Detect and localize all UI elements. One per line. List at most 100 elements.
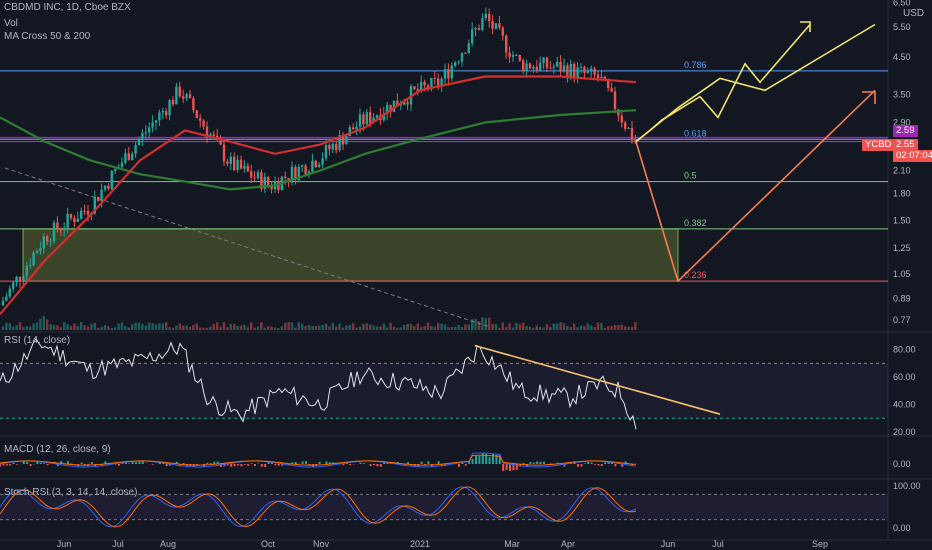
volume-bar — [362, 323, 365, 330]
volume-bar — [185, 325, 188, 330]
candle-body — [267, 177, 270, 186]
macd-histogram-bar — [216, 461, 219, 464]
volume-bar — [365, 323, 368, 330]
macd-histogram-bar — [124, 461, 127, 464]
volume-bar — [246, 327, 249, 330]
volume-bar — [471, 318, 474, 330]
volume-bar — [205, 327, 209, 330]
volume-bar — [505, 327, 508, 330]
volume-bar — [610, 326, 613, 330]
candle-body — [154, 120, 158, 123]
candle-body — [634, 140, 637, 143]
volume-bar — [586, 323, 589, 330]
candle-body — [552, 66, 555, 68]
volume-bar — [617, 325, 620, 330]
ma200-line — [0, 109, 637, 191]
volume-bar — [423, 325, 426, 330]
volume-bar — [624, 326, 627, 330]
candle-body — [270, 185, 273, 190]
volume-bar — [290, 322, 294, 330]
rsi-legend[interactable]: RSI (14, close) — [4, 335, 71, 346]
projection-path — [635, 89, 876, 283]
candle-body — [233, 156, 236, 170]
volume-bar — [522, 322, 525, 330]
candle-body — [630, 127, 634, 141]
macd-histogram-bar — [277, 464, 280, 466]
candle-body — [491, 21, 494, 29]
candle-body — [212, 134, 215, 136]
volume-bar — [59, 327, 62, 330]
candle-body — [607, 78, 610, 89]
candle-body — [15, 276, 18, 283]
volume-bar — [511, 327, 515, 330]
volume-bar — [273, 327, 277, 330]
macd-histogram-bar — [403, 464, 406, 466]
macd-histogram-bar — [16, 464, 18, 465]
candle-body — [539, 62, 542, 71]
signal-line — [0, 454, 636, 466]
volume-bar — [1, 326, 5, 330]
time-tick-label: Sep — [812, 539, 828, 549]
volume-bar — [25, 326, 28, 330]
candle-body — [182, 96, 185, 99]
candle-body — [627, 127, 630, 129]
macd-histogram-bar — [590, 462, 593, 464]
volume-bar — [49, 324, 52, 330]
macd-histogram-bar — [128, 463, 131, 464]
volume-bar — [372, 325, 375, 330]
candle-body — [202, 120, 205, 127]
candle-body — [222, 144, 226, 162]
symbol-legend[interactable]: CBDMD INC, 1D, Cboe BZX — [4, 2, 131, 13]
macd-legend[interactable]: MACD (12, 26, close, 9) — [4, 444, 111, 455]
macd-histogram-bar — [294, 461, 297, 464]
macd-histogram-bar — [267, 462, 270, 464]
volume-bar — [464, 324, 467, 330]
volume-bar — [369, 324, 372, 330]
ma-cross-legend[interactable]: MA Cross 50 & 200 — [4, 31, 91, 42]
macd-histogram-bar — [471, 458, 474, 464]
candle-body — [518, 54, 521, 61]
candle-body — [321, 158, 324, 165]
candle-body — [86, 210, 90, 215]
macd-histogram-bar — [39, 462, 42, 464]
volume-bar — [345, 325, 348, 330]
volume-bar — [406, 323, 409, 330]
candle-body — [97, 196, 100, 202]
volume-bar — [338, 323, 341, 330]
candle-body — [375, 115, 379, 118]
projection-zigzag — [635, 23, 811, 143]
volume-bar — [134, 322, 137, 330]
macd-histogram-bar — [587, 461, 590, 464]
candle-body — [199, 117, 202, 121]
fib-label: 0.786 — [684, 60, 707, 70]
macd-histogram-bar — [182, 463, 185, 464]
countdown-tag: 02:07:04 — [893, 150, 932, 162]
candle-body — [178, 86, 181, 97]
stoch-rsi-legend[interactable]: Stoch RSI (3, 3, 14, 14, close) — [4, 487, 138, 498]
volume-bar — [566, 325, 569, 330]
macd-histogram-bar — [233, 464, 236, 467]
volume-bar — [202, 327, 205, 330]
macd-histogram-bar — [563, 464, 566, 467]
volume-bar — [576, 327, 579, 330]
macd-histogram-bar — [104, 461, 107, 464]
candle-body — [66, 213, 69, 228]
candle-body — [559, 61, 562, 72]
macd-histogram-bar — [461, 462, 464, 464]
volume-bar — [15, 325, 18, 330]
volume-legend[interactable]: Vol — [4, 18, 18, 29]
stoch-tick-label: 0.00 — [893, 523, 911, 533]
candle-body — [131, 153, 134, 161]
macd-histogram-bar — [427, 461, 430, 464]
volume-bar — [440, 323, 443, 330]
price-tag-purple: 2.59 — [893, 125, 918, 137]
candle-body — [35, 251, 39, 253]
volume-bar — [66, 324, 69, 330]
macd-histogram-bar — [46, 464, 49, 466]
volume-bar — [460, 326, 464, 330]
volume-bar — [535, 325, 538, 330]
volume-bar — [219, 326, 222, 330]
volume-bar — [491, 323, 494, 330]
macd-histogram-bar — [468, 461, 471, 464]
